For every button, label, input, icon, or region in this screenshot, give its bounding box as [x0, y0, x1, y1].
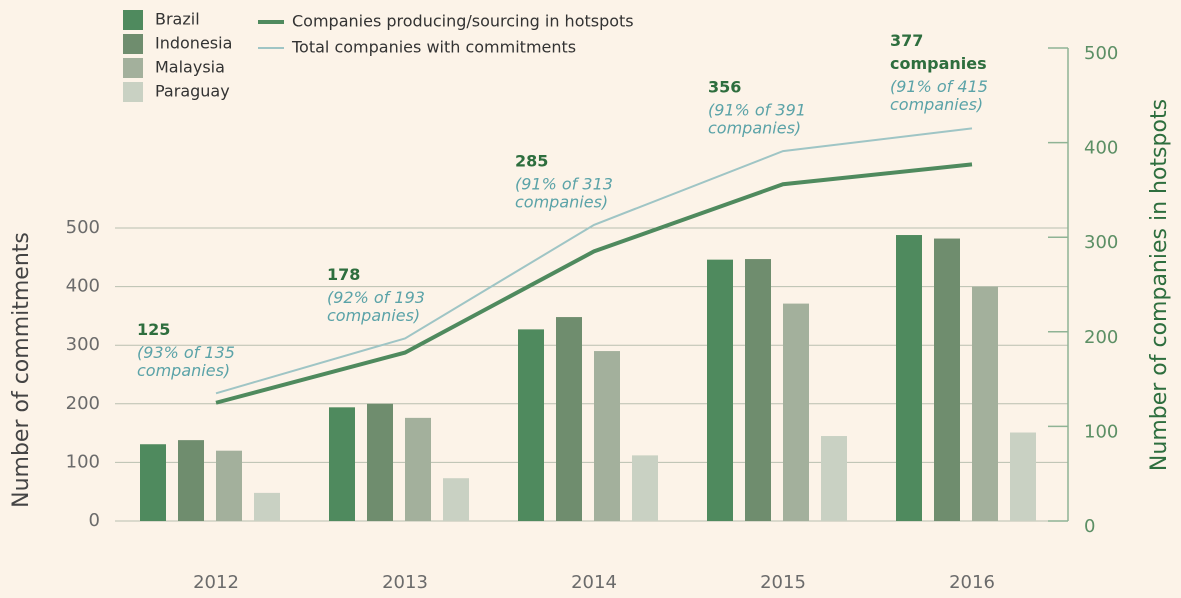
x-tick-label: 2014	[571, 572, 617, 593]
y-tick-label: 200	[66, 393, 100, 414]
annotation-value: 377	[890, 31, 923, 50]
legend-label: Brazil	[155, 10, 200, 29]
bar	[1010, 432, 1036, 521]
y2-tick-label: 300	[1084, 232, 1118, 253]
y-tick-label: 300	[66, 334, 100, 355]
annotation-note: companies)	[327, 306, 420, 325]
y2-tick-label: 500	[1084, 43, 1118, 64]
y-axis-title: Number of commitments	[9, 232, 34, 508]
bar	[896, 235, 922, 522]
annotation-note: companies)	[515, 192, 608, 211]
bar	[594, 351, 620, 521]
annotation-note: companies)	[890, 95, 983, 114]
y-tick-label: 100	[66, 451, 100, 472]
y2-tick-label: 400	[1084, 138, 1118, 159]
legend-label: Total companies with commitments	[291, 38, 576, 57]
y-tick-label: 0	[89, 510, 100, 531]
bar	[556, 317, 582, 521]
bar	[254, 492, 280, 521]
bar	[934, 238, 960, 521]
annotation-note: (91% of 415	[890, 77, 988, 96]
y2-tick-label: 100	[1084, 421, 1118, 442]
bar	[972, 286, 998, 521]
line	[215, 162, 973, 405]
bar	[178, 440, 204, 521]
bar	[443, 478, 469, 521]
bar	[367, 403, 393, 521]
annotation-bold: companies	[890, 54, 987, 73]
legend-label: Malaysia	[155, 58, 225, 77]
y2-tick-label: 200	[1084, 327, 1118, 348]
annotation-note: (91% of 391	[708, 101, 806, 120]
x-tick-label: 2012	[193, 572, 239, 593]
legend-swatch	[123, 82, 143, 102]
annotation-note: (92% of 193	[327, 288, 425, 307]
x-tick-label: 2015	[760, 572, 806, 593]
annotation-value: 178	[327, 265, 360, 284]
legend-swatch	[123, 58, 143, 78]
annotation-value: 285	[515, 151, 548, 170]
bar	[216, 450, 242, 521]
y-tick-label: 400	[66, 276, 100, 297]
line	[215, 127, 973, 395]
bar	[329, 407, 355, 521]
bar	[405, 417, 431, 521]
legend-label: Paraguay	[155, 82, 230, 101]
legend-label: Indonesia	[155, 34, 232, 53]
annotation-note: (93% of 135	[137, 343, 235, 362]
x-tick-label: 2013	[382, 572, 428, 593]
bar	[632, 455, 658, 521]
y-tick-label: 500	[66, 217, 100, 238]
y2-tick-label: 0	[1084, 516, 1095, 537]
annotation-value: 356	[708, 78, 741, 97]
legend-swatch	[123, 34, 143, 54]
y2-axis-title: Number of companies in hotspots	[1147, 99, 1172, 471]
bar	[707, 259, 733, 521]
bar	[140, 444, 166, 521]
annotation-note: companies)	[137, 361, 230, 380]
bar	[783, 303, 809, 521]
annotation-note: (91% of 313	[515, 174, 613, 193]
legend-label: Companies producing/sourcing in hotspots	[292, 12, 634, 31]
bar	[518, 329, 544, 521]
x-tick-label: 2016	[949, 572, 995, 593]
bar	[821, 436, 847, 521]
bar	[745, 259, 771, 521]
legend-swatch	[123, 10, 143, 30]
annotation-note: companies)	[708, 119, 801, 138]
annotation-value: 125	[137, 320, 170, 339]
